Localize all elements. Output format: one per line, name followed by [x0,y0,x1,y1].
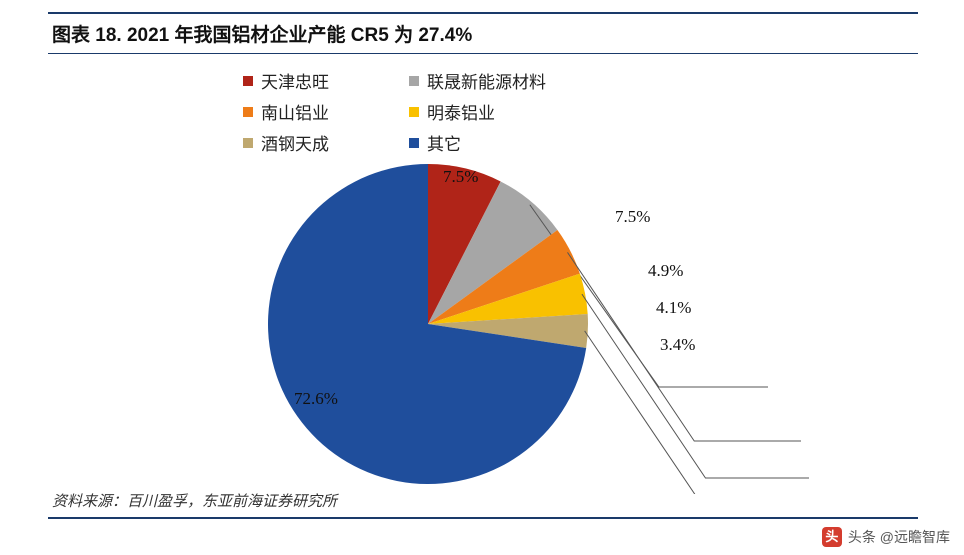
legend-label: 联晟新能源材料 [427,68,546,93]
watermark: 头 头条 @远瞻智库 [818,525,954,549]
chart-legend: 天津忠旺 联晟新能源材料 南山铝业 明泰铝业 酒钢天成 其它 [243,68,546,155]
legend-item: 天津忠旺 [243,68,329,93]
pie-svg [268,154,908,494]
figure-frame: 图表 18. 2021 年我国铝材企业产能 CR5 为 27.4% 天津忠旺 联… [48,12,918,527]
legend-label: 南山铝业 [261,99,329,124]
legend-swatch [409,138,419,148]
watermark-logo-icon: 头 [822,527,842,547]
legend-item: 酒钢天成 [243,130,329,155]
legend-item: 其它 [409,130,546,155]
legend-swatch [243,107,253,117]
slice-label: 4.1% [656,298,691,318]
legend-swatch [243,76,253,86]
legend-swatch [409,107,419,117]
legend-label: 明泰铝业 [427,99,495,124]
slice-label: 7.5% [615,207,650,227]
slice-label: 4.9% [648,261,683,281]
legend-item: 明泰铝业 [409,99,546,124]
watermark-text: 头条 @远瞻智库 [848,527,950,547]
legend-item: 南山铝业 [243,99,329,124]
slice-label: 7.5% [443,167,478,187]
legend-label: 酒钢天成 [261,130,329,155]
legend-item: 联晟新能源材料 [409,68,546,93]
leader-line [585,331,813,494]
chart-area: 天津忠旺 联晟新能源材料 南山铝业 明泰铝业 酒钢天成 其它 [48,54,918,484]
chart-title: 图表 18. 2021 年我国铝材企业产能 CR5 为 27.4% [48,12,918,54]
slice-label: 3.4% [660,335,695,355]
legend-label: 其它 [427,130,461,155]
slice-label: 72.6% [294,389,338,409]
legend-label: 天津忠旺 [261,68,329,93]
legend-swatch [243,138,253,148]
legend-swatch [409,76,419,86]
leader-line [582,294,809,478]
pie-chart [268,154,588,474]
